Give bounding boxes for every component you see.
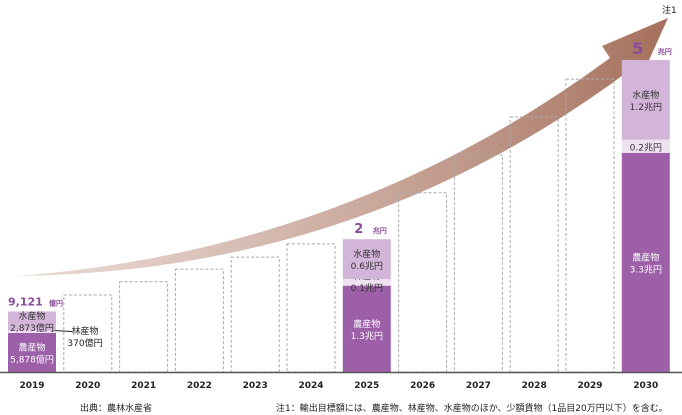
x-tick-label-2025: 2025 bbox=[354, 381, 379, 391]
segment-label-value-2025: 0.6兆円 bbox=[351, 261, 383, 272]
x-tick-label-2029: 2029 bbox=[577, 381, 602, 391]
target-bar-2026 bbox=[398, 192, 448, 373]
target-bar-2028 bbox=[509, 116, 559, 373]
segment-label-value-2019: 2,873億円 bbox=[10, 322, 54, 334]
segment-label-value-2025: 1.3兆円 bbox=[351, 331, 383, 342]
footnote-text: 注1：輸出目標額には、農産物、林産物、水産物のほか、少額貨物（1品目20万円以下… bbox=[276, 404, 668, 414]
bar-segment-2030-1 bbox=[621, 139, 670, 153]
x-tick-label-2026: 2026 bbox=[410, 381, 435, 391]
total-unit-2019: 億円 bbox=[49, 298, 63, 307]
bar-segment-2030-2 bbox=[621, 59, 670, 140]
bar-segment-2025-0 bbox=[342, 285, 391, 372]
x-tick-label-2022: 2022 bbox=[187, 381, 212, 391]
total-unit-2025: 兆円 bbox=[373, 226, 387, 235]
segment-label-value-2025: 0.1兆円 bbox=[351, 283, 383, 294]
x-tick-label-2019: 2019 bbox=[19, 381, 44, 391]
segment-label-value-2030: 1.2兆円 bbox=[630, 102, 662, 113]
bar-segment-2030-0 bbox=[621, 152, 670, 372]
segment-label-name-2030: 農産物 bbox=[632, 251, 659, 263]
x-tick-label-2020: 2020 bbox=[75, 381, 100, 391]
target-bar-2023 bbox=[230, 256, 280, 373]
segment-label-name-2019: 農産物 bbox=[18, 341, 45, 353]
note-marker: 注1 bbox=[662, 6, 677, 16]
x-tick-label-2024: 2024 bbox=[298, 381, 323, 391]
x-tick-label-2030: 2030 bbox=[633, 381, 658, 391]
bar-segment-2025-2 bbox=[342, 239, 391, 280]
target-bar-2024 bbox=[286, 243, 336, 373]
target-bar-2022 bbox=[174, 268, 224, 373]
segment-label-name-2030: 水産物 bbox=[632, 89, 659, 101]
total-unit-2030: 兆円 bbox=[658, 47, 672, 56]
x-tick-label-2027: 2027 bbox=[466, 381, 491, 391]
segment-label-value-2030: 0.2兆円 bbox=[630, 143, 662, 154]
bar-segment-2019-1 bbox=[8, 330, 56, 333]
segment-label-value-2030: 3.3兆円 bbox=[630, 264, 662, 275]
target-bar-2021 bbox=[119, 281, 169, 373]
source-text: 出典：農林水産省 bbox=[80, 404, 153, 414]
segment-label-name-2025: 農産物 bbox=[353, 318, 380, 330]
total-label-2030: 5 bbox=[632, 39, 643, 58]
total-label-2025: 2 bbox=[354, 222, 363, 237]
target-bar-2029 bbox=[565, 78, 615, 373]
segment-label-name-2019: 水産物 bbox=[18, 310, 45, 322]
x-tick-label-2023: 2023 bbox=[243, 381, 268, 391]
bar-segment-2019-0 bbox=[8, 332, 56, 372]
x-tick-label-2028: 2028 bbox=[522, 381, 547, 391]
segment-label-name-2019: 林産物 bbox=[71, 325, 98, 337]
total-label-2019: 9,121 bbox=[8, 295, 43, 308]
target-bar-2027 bbox=[453, 154, 503, 373]
growth-arrow bbox=[18, 18, 668, 276]
bar-segment-2025-1 bbox=[342, 279, 391, 286]
segment-label-name-2025: 水産物 bbox=[353, 248, 380, 260]
x-tick-label-2021: 2021 bbox=[131, 381, 156, 391]
bar-segment-2019-2 bbox=[8, 311, 56, 331]
target-bar-2020 bbox=[63, 294, 113, 373]
segment-label-value-2019: 5,878億円 bbox=[10, 353, 54, 365]
leader-line bbox=[52, 330, 73, 333]
segment-label-value-2019: 370億円 bbox=[67, 337, 102, 349]
